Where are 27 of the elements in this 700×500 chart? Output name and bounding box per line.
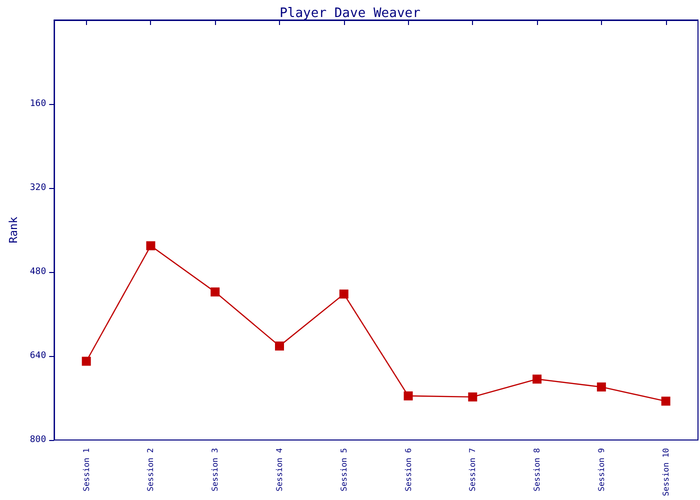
x-tick-label: Session 1 bbox=[82, 448, 91, 492]
point bbox=[661, 396, 670, 406]
x-tick-label: Session 6 bbox=[404, 448, 413, 492]
y-tick-label: 640 bbox=[30, 351, 46, 361]
x-tick-label: Session 2 bbox=[146, 448, 156, 492]
x-tick-label: Session 7 bbox=[468, 448, 478, 492]
point bbox=[339, 290, 348, 299]
x-tick-label: Session 5 bbox=[339, 448, 348, 492]
y-axis-title: Rank bbox=[7, 216, 20, 244]
x-tick-label: Session 3 bbox=[210, 448, 220, 492]
point bbox=[532, 374, 542, 384]
x-tick-label: Session 8 bbox=[532, 448, 542, 492]
point bbox=[468, 392, 478, 402]
chart-title: Player Dave Weaver bbox=[280, 6, 421, 21]
y-tick-label: 160 bbox=[30, 99, 46, 109]
point bbox=[596, 382, 606, 392]
point bbox=[404, 391, 413, 400]
y-tick-label: 480 bbox=[30, 267, 46, 277]
point bbox=[210, 287, 220, 296]
x-tick-label: Session 4 bbox=[275, 448, 284, 492]
y-tick-label: 800 bbox=[30, 435, 46, 445]
point bbox=[275, 342, 284, 351]
point bbox=[82, 356, 91, 366]
x-tick-label: Session 10 bbox=[661, 448, 670, 496]
y-tick-label: 320 bbox=[30, 183, 46, 193]
x-tick-label: Session 9 bbox=[596, 448, 606, 492]
point bbox=[146, 241, 156, 250]
